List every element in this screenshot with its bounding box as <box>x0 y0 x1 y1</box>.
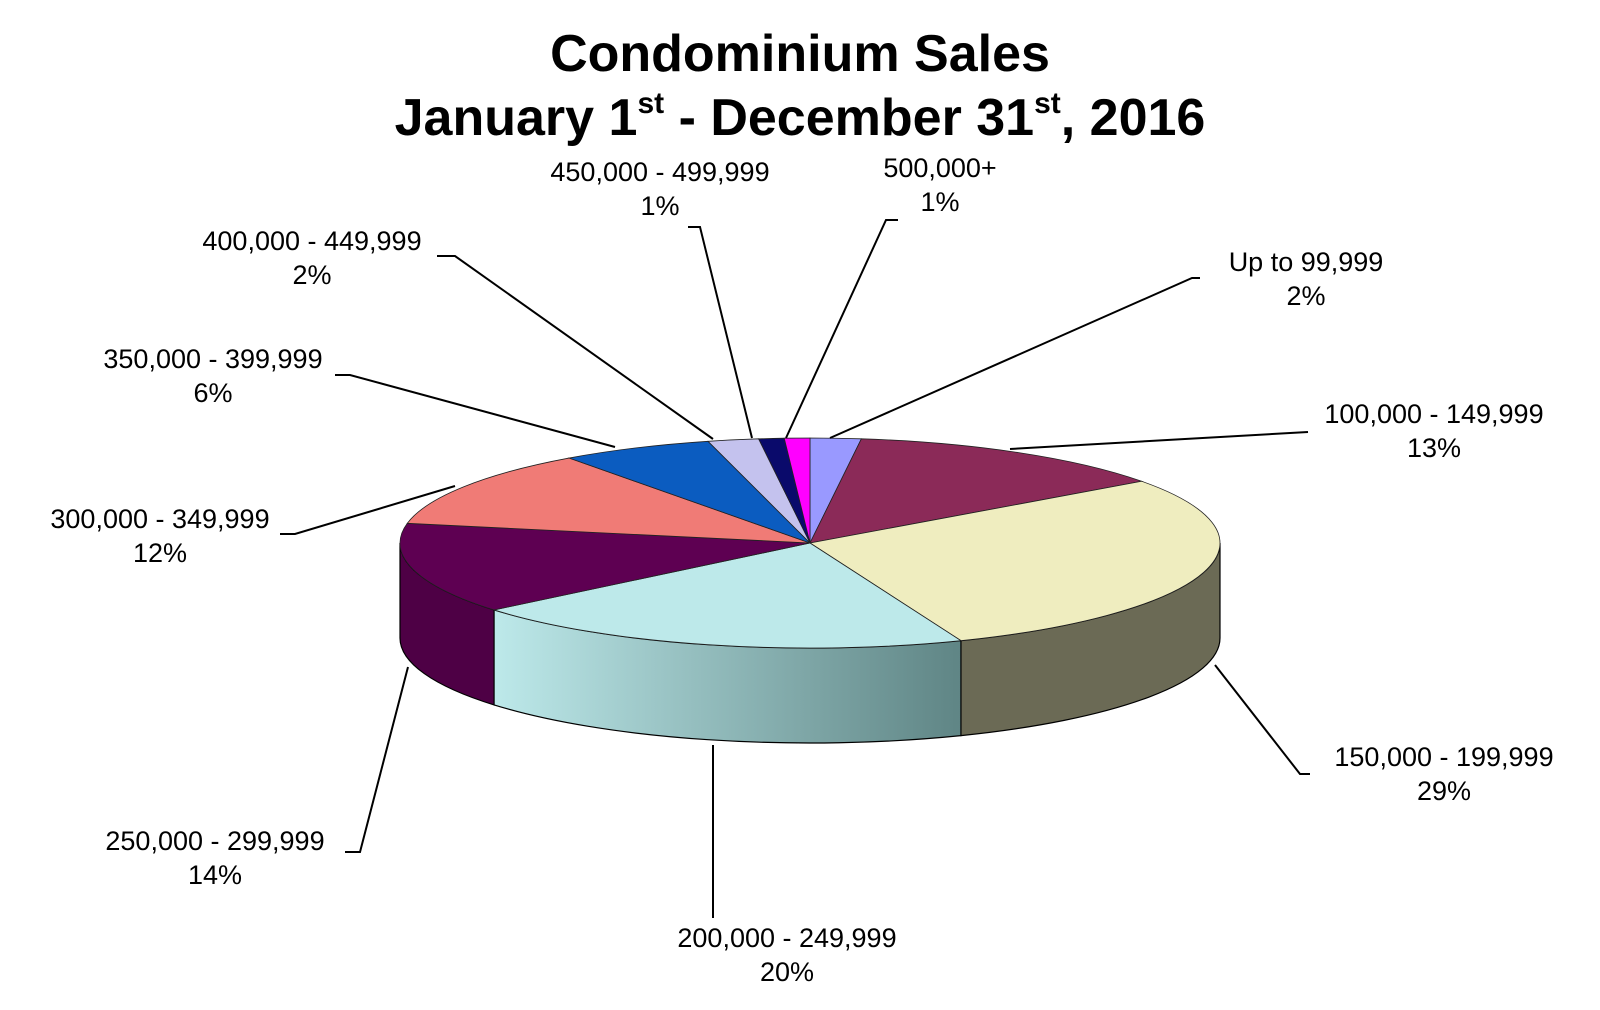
leader-line <box>688 226 753 439</box>
leader-line <box>345 666 409 853</box>
leader-line <box>1009 431 1309 450</box>
title-superscript-2: st <box>1034 87 1061 120</box>
slice-label: 150,000 - 199,999 <box>1334 742 1553 772</box>
slice-label: 450,000 - 499,999 <box>550 157 769 187</box>
leader-line <box>1214 664 1310 775</box>
slice-label: Up to 99,999 <box>1229 247 1384 277</box>
slice-percent-label: 1% <box>920 187 959 217</box>
slice-percent-label: 6% <box>193 378 232 408</box>
pie-slice <box>492 542 963 649</box>
slice-percent-label: 12% <box>133 538 187 568</box>
slice-label: 200,000 - 249,999 <box>677 923 896 953</box>
leader-line <box>437 255 714 440</box>
pie-slice <box>406 457 811 544</box>
slice-percent-label: 20% <box>760 957 814 987</box>
slice-label: 250,000 - 299,999 <box>105 826 324 856</box>
slice-percent-label: 29% <box>1417 776 1471 806</box>
slice-label: 100,000 - 149,999 <box>1324 399 1543 429</box>
slice-percent-label: 14% <box>188 860 242 890</box>
slice-percent-label: 1% <box>640 191 679 221</box>
title-superscript-1: st <box>637 87 665 120</box>
title-year: , 2016 <box>1060 89 1206 147</box>
chart-title-line-1: Condominium Sales <box>550 25 1050 83</box>
pie-slice <box>567 440 811 544</box>
pie-slice <box>809 438 1144 544</box>
leader-line <box>785 219 898 439</box>
pie-slice <box>399 522 811 611</box>
title-date-start: January 1 <box>394 89 638 147</box>
slice-label: 300,000 - 349,999 <box>50 504 269 534</box>
pie-slice <box>808 480 1221 642</box>
chart-title-line-2: January 1st - December 31st, 2016 <box>0 88 1600 148</box>
title-date-end: - December 31 <box>664 89 1035 147</box>
leader-line <box>280 485 456 535</box>
slice-label: 350,000 - 399,999 <box>103 344 322 374</box>
slice-percent-label: 2% <box>292 260 331 290</box>
slice-label: 400,000 - 449,999 <box>202 226 421 256</box>
leader-line <box>335 374 616 448</box>
slice-percent-label: 2% <box>1286 281 1325 311</box>
slice-percent-label: 13% <box>1407 433 1461 463</box>
slice-label: 500,000+ <box>883 153 996 183</box>
pie-slice <box>783 437 811 544</box>
leader-line <box>829 277 1200 439</box>
